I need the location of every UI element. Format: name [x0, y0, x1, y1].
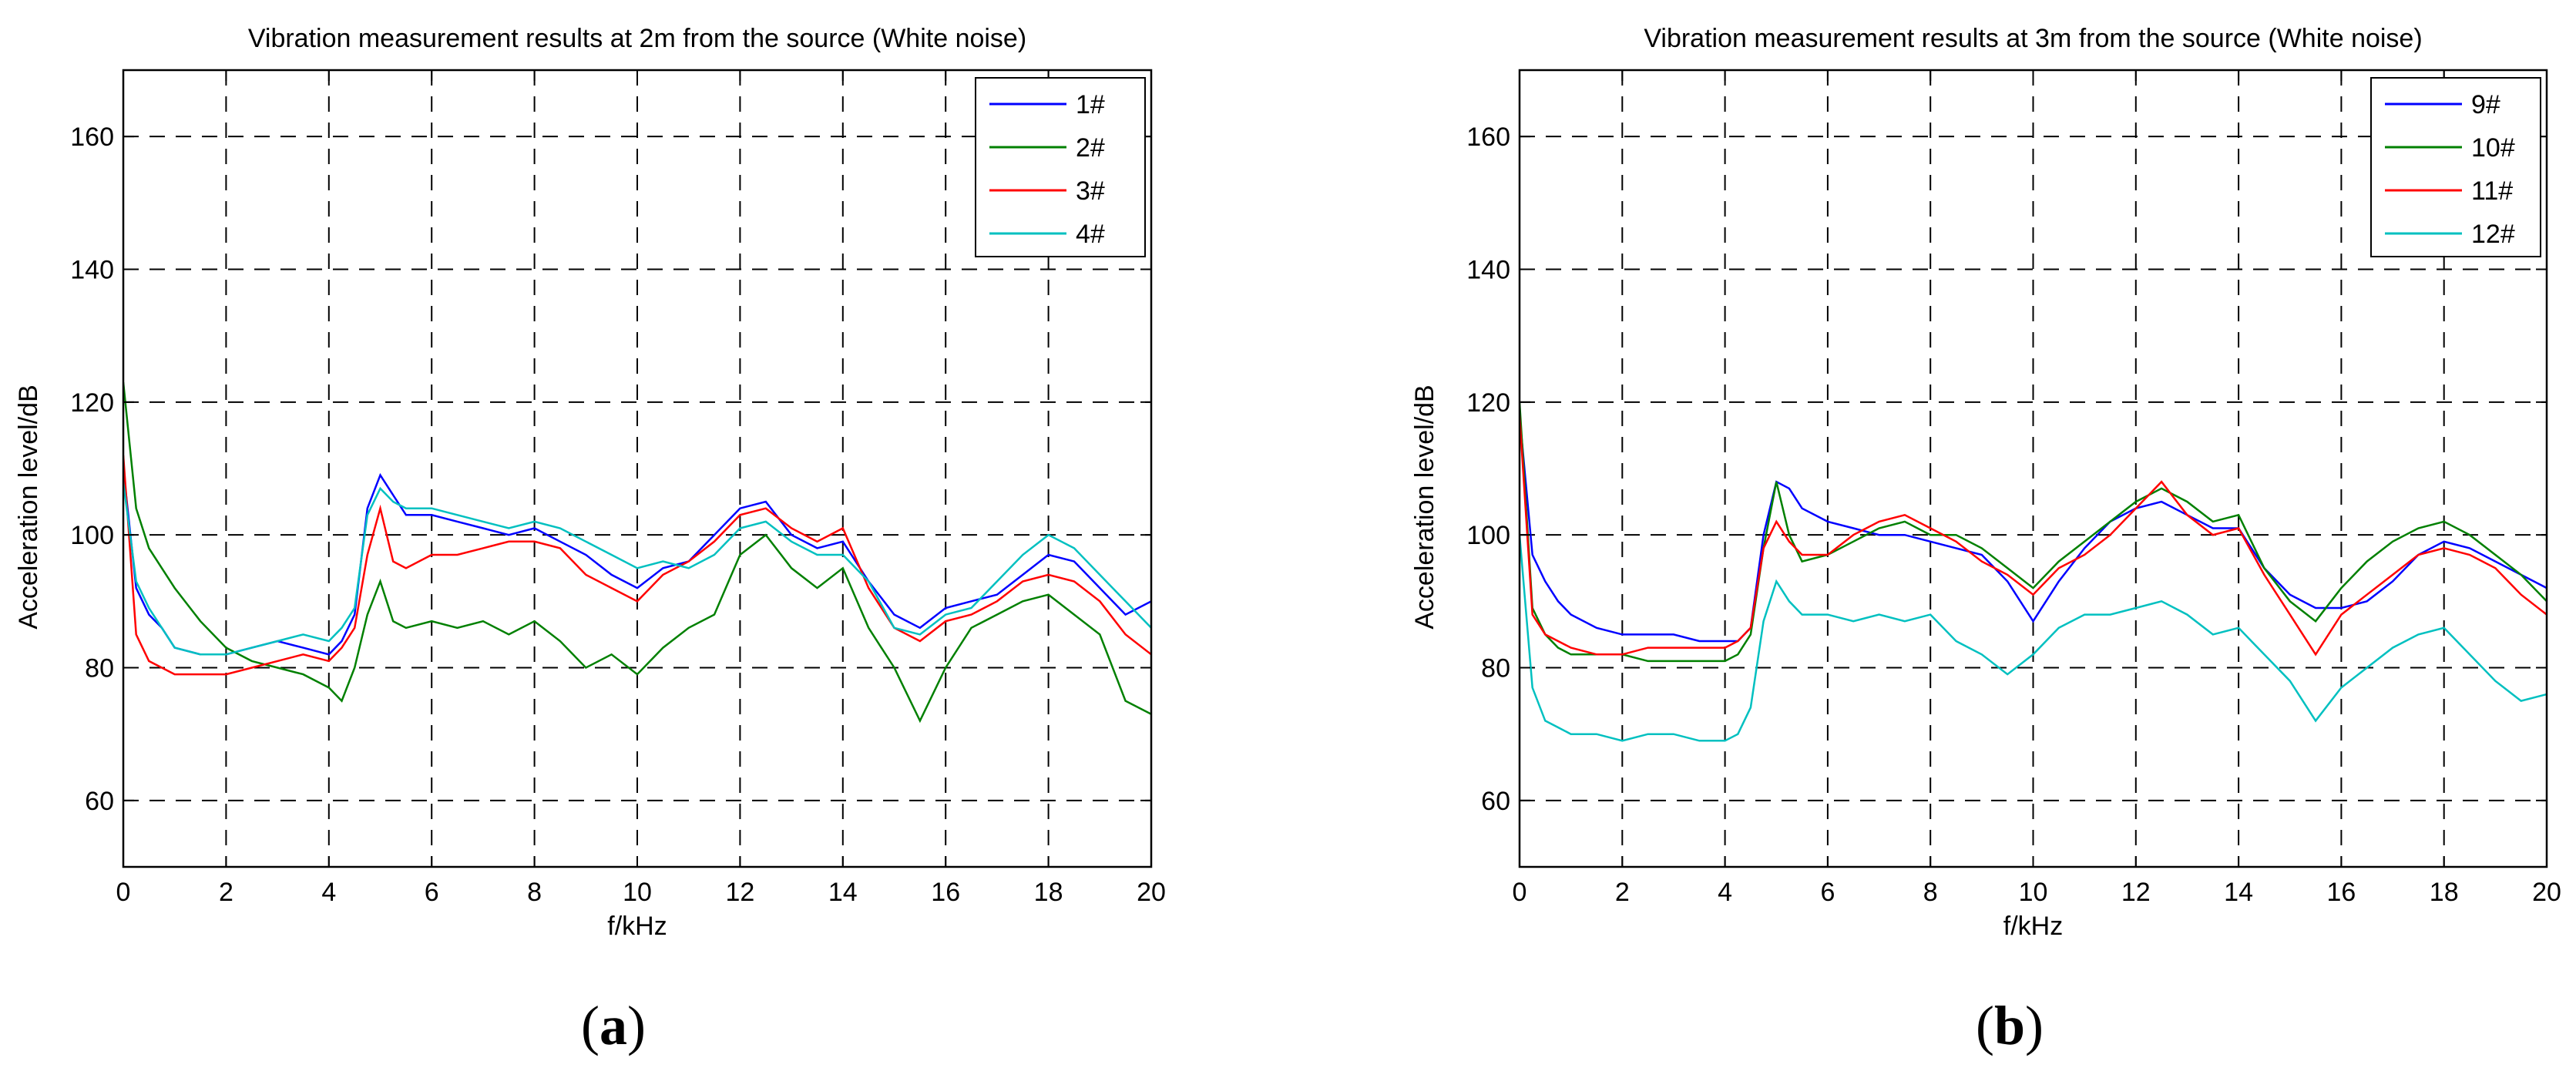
y-tick-label: 120	[1466, 388, 1510, 418]
x-tick-label: 0	[1513, 878, 1527, 907]
x-tick-label: 2	[219, 878, 233, 907]
x-tick-label: 12	[2121, 878, 2151, 907]
legend-label-9#: 9#	[2471, 90, 2500, 119]
legend-label-10#: 10#	[2471, 133, 2515, 163]
y-tick-label: 140	[70, 256, 114, 285]
x-tick-label: 20	[2532, 878, 2561, 907]
x-tick-label: 12	[725, 878, 754, 907]
x-tick-label: 6	[1820, 878, 1835, 907]
x-tick-label: 14	[2224, 878, 2253, 907]
y-tick-label: 60	[1481, 787, 1510, 816]
x-axis-label: f/kHz	[2003, 912, 2063, 941]
y-tick-label: 140	[1466, 256, 1510, 285]
y-tick-label: 160	[70, 123, 114, 152]
x-tick-label: 8	[1923, 878, 1938, 907]
x-tick-label: 2	[1615, 878, 1630, 907]
series-line-10#	[1520, 401, 2547, 663]
legend-label-2#: 2#	[1076, 133, 1105, 163]
legend-label-4#: 4#	[1076, 220, 1105, 249]
chart-title: Vibration measurement results at 3m from…	[1644, 24, 2422, 53]
panel-caption: (a)	[581, 995, 646, 1056]
x-tick-label: 0	[116, 878, 131, 907]
series-line-4#	[123, 482, 1151, 656]
x-tick-label: 4	[321, 878, 336, 907]
caption-paren-close: )	[2025, 995, 2044, 1056]
legend-label-1#: 1#	[1076, 90, 1105, 119]
chart-a: 0 2 4 6 8 10 12 14 16 18 20 60 80 100 120 140 160 Vibrati…	[14, 24, 1166, 1056]
y-axis-label: Acceleration level/dB	[14, 385, 43, 630]
y-tick-label: 120	[70, 388, 114, 418]
caption-letter: b	[1994, 995, 2025, 1056]
series-line-11#	[1520, 415, 2547, 657]
y-tick-label: 80	[1481, 654, 1510, 683]
y-tick-label: 100	[1466, 521, 1510, 550]
legend-box	[2370, 77, 2541, 257]
legend-label-3#: 3#	[1076, 176, 1105, 206]
caption-letter: a	[599, 995, 627, 1056]
caption-paren-open: (	[1976, 995, 1994, 1056]
chart-title: Vibration measurement results at 2m from…	[248, 24, 1026, 53]
x-tick-label: 6	[425, 878, 439, 907]
legend-box	[975, 77, 1146, 257]
y-tick-label: 100	[70, 521, 114, 550]
series-line-12#	[1520, 535, 2547, 742]
x-tick-label: 4	[1718, 878, 1732, 907]
x-axis-label: f/kHz	[607, 912, 667, 941]
caption-paren-open: (	[581, 995, 599, 1056]
x-tick-label: 10	[2019, 878, 2048, 907]
y-axis-label: Acceleration level/dB	[1410, 385, 1439, 630]
x-tick-label: 18	[1034, 878, 1063, 907]
panel-caption: (b)	[1976, 995, 2044, 1056]
y-tick-label: 60	[85, 787, 114, 816]
x-tick-label: 16	[931, 878, 960, 907]
x-tick-label: 18	[2430, 878, 2459, 907]
x-tick-label: 10	[623, 878, 652, 907]
series-line-3#	[123, 455, 1151, 676]
legend-label-11#: 11#	[2471, 176, 2513, 206]
chart-b: 0 2 4 6 8 10 12 14 16 18 20 60 80 100 120 140 160 Vibrati…	[1410, 24, 2561, 1056]
x-tick-label: 16	[2326, 878, 2356, 907]
x-tick-label: 8	[527, 878, 542, 907]
x-tick-label: 20	[1137, 878, 1166, 907]
caption-paren-close: )	[627, 995, 646, 1056]
y-tick-label: 80	[85, 654, 114, 683]
x-tick-label: 14	[828, 878, 858, 907]
y-tick-label: 160	[1466, 123, 1510, 152]
legend-label-12#: 12#	[2471, 220, 2515, 249]
